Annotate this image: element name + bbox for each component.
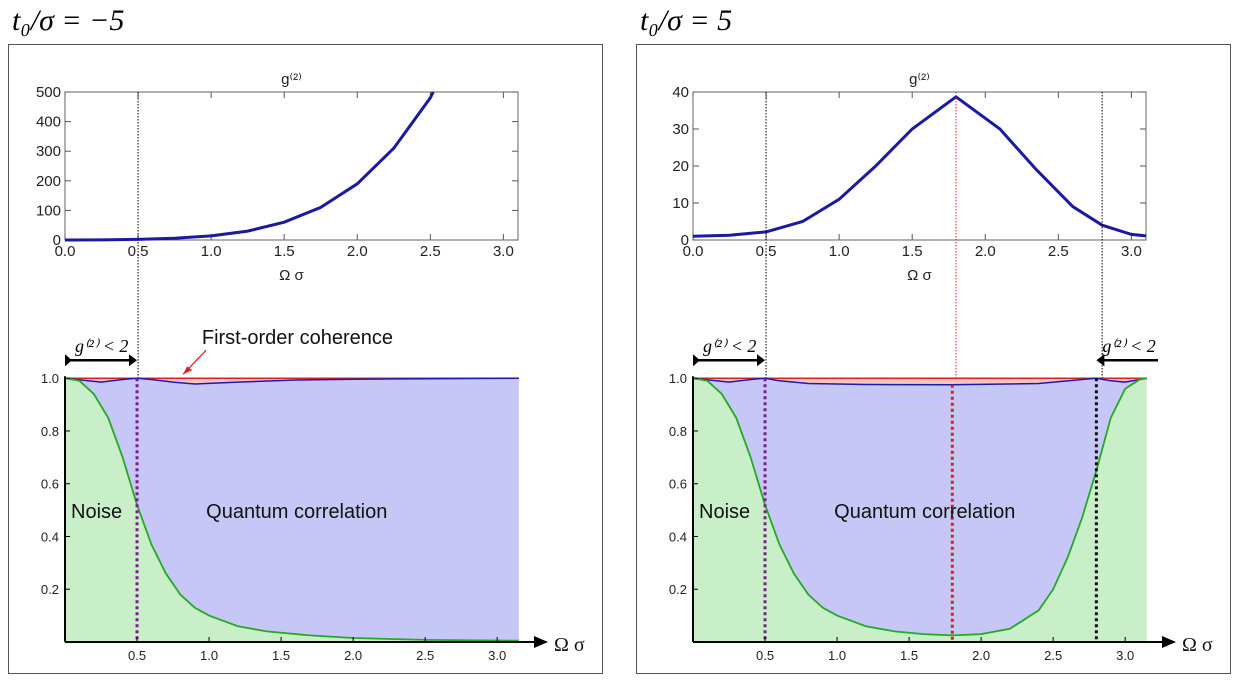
main-ytick-label: 0.6: [41, 477, 59, 492]
g2-xtick-label: 1.5: [902, 243, 923, 260]
main-xtick-label: 1.5: [272, 648, 290, 663]
main-ytick-label: 0.2: [669, 582, 687, 597]
main-xtick-label: 1.5: [900, 648, 918, 663]
g2-xtick-label: 2.0: [347, 243, 368, 260]
g2-xtick-label: 0.0: [683, 243, 704, 260]
g2-ytick-label: 100: [36, 202, 61, 219]
main-xtick-label: 1.0: [828, 648, 846, 663]
g2-ytick-label: 0: [681, 232, 689, 249]
main-ytick-label: 1.0: [41, 371, 59, 386]
g2-xtick-label: 2.0: [975, 243, 996, 260]
g2-plot-frame: [64, 91, 519, 241]
main-ytick-label: 0.8: [669, 424, 687, 439]
first-order-coherence-label: First-order coherence: [202, 327, 393, 349]
g2-curve: [692, 94, 1147, 238]
panel-frame-left: g⁽²⁾ 0 100 200 300 400 500 0.0 0.5 1.0 1.5 2.0 2.5 3.…: [8, 44, 603, 674]
g2-condition-right-label: g⁽²⁾ < 2: [1102, 336, 1155, 356]
x-axis-arrow: [1162, 636, 1176, 648]
g2-condition-left-label: g⁽²⁾ < 2: [703, 336, 756, 356]
panel-frame-right: g⁽²⁾ 0 10 20 30 40 0.0 0.5 1.0 1.5 2.0 2.5 3.0 Ω σ Ω σ…: [636, 44, 1231, 674]
g2-xlabel: Ω σ: [279, 267, 304, 284]
main-ytick-label: 0.4: [41, 529, 59, 544]
noise-label: Noise: [71, 501, 122, 523]
g2-xtick-label: 1.0: [201, 243, 222, 260]
g2-bracket-left-start: [65, 354, 72, 367]
g2-ytick-label: 40: [672, 84, 689, 101]
g2-bracket-right-arrow: [1096, 354, 1105, 367]
g2-ytick-label: 0: [53, 232, 61, 249]
noise-region: [65, 378, 519, 642]
g2-title: g⁽²⁾: [909, 71, 930, 88]
g2-xtick-label: 1.0: [829, 243, 850, 260]
main-xtick-label: 1.0: [200, 648, 218, 663]
figure-left: g⁽²⁾ 0 100 200 300 400 500 0.0 0.5 1.0 1.5 2.0 2.5 3.…: [36, 71, 585, 663]
main-xtick-label: 0.5: [756, 648, 774, 663]
g2-xtick-label: 3.0: [1121, 243, 1142, 260]
g2-xlabel: Ω σ: [907, 267, 932, 284]
main-xtick-label: 2.5: [1044, 648, 1062, 663]
g2-ytick-label: 20: [672, 158, 689, 175]
main-xtick-label: 2.0: [972, 648, 990, 663]
main-xtick-label: 3.0: [488, 648, 506, 663]
main-x-axis-label: Ω σ: [1182, 634, 1213, 656]
noise-region: [693, 378, 1147, 642]
quantum-correlation-label: Quantum correlation: [834, 501, 1015, 523]
main-ytick-label: 0.4: [669, 529, 687, 544]
g2-ytick-label: 400: [36, 114, 61, 131]
main-xtick-label: 3.0: [1116, 648, 1134, 663]
g2-ytick-label: 200: [36, 173, 61, 190]
quantum-correlation-region: [693, 378, 1147, 636]
g2-curve: [64, 91, 435, 242]
figure-right: g⁽²⁾ 0 10 20 30 40 0.0 0.5 1.0 1.5 2.0 2.5 3.0 Ω σ Ω σ…: [669, 71, 1213, 663]
g2-bracket-left-start: [693, 354, 700, 367]
x-axis-arrow: [534, 636, 548, 648]
g2-bracket-left-arrow: [757, 354, 766, 367]
main-xtick-label: 2.5: [416, 648, 434, 663]
g2-xtick-label: 0.0: [55, 243, 76, 260]
g2-ytick-label: 10: [672, 195, 689, 212]
g2-xtick-label: 3.0: [493, 243, 514, 260]
g2-ytick-label: 500: [36, 84, 61, 101]
blue-curve: [64, 377, 519, 385]
g2-xtick-label: 2.5: [420, 243, 441, 260]
main-ytick-label: 1.0: [669, 371, 687, 386]
main-ytick-label: 0.8: [41, 424, 59, 439]
g2-xtick-label: 2.5: [1048, 243, 1069, 260]
quantum-correlation-label: Quantum correlation: [206, 501, 387, 523]
g2-xtick-label: 1.5: [274, 243, 295, 260]
panel-title-left: t₀/σ = −5: [12, 4, 125, 37]
main-ytick-label: 0.2: [41, 582, 59, 597]
g2-condition-left-label: g⁽²⁾ < 2: [75, 336, 128, 356]
green-curve: [692, 377, 1147, 637]
g2-ytick-label: 30: [672, 121, 689, 138]
g2-plot-frame: [692, 91, 1147, 241]
first-order-pointer-head: [183, 366, 193, 375]
main-x-axis-label: Ω σ: [554, 634, 585, 656]
main-ytick-label: 0.6: [669, 477, 687, 492]
g2-ytick-label: 300: [36, 143, 61, 160]
noise-label: Noise: [699, 501, 750, 523]
blue-curve: [692, 377, 1147, 386]
g2-bracket-left-arrow: [129, 354, 138, 367]
green-curve: [64, 377, 519, 642]
main-xtick-label: 0.5: [128, 648, 146, 663]
quantum-correlation-region: [65, 378, 519, 641]
g2-title: g⁽²⁾: [281, 71, 302, 88]
panel-title-right: t₀/σ = 5: [640, 4, 733, 37]
main-xtick-label: 2.0: [344, 648, 362, 663]
